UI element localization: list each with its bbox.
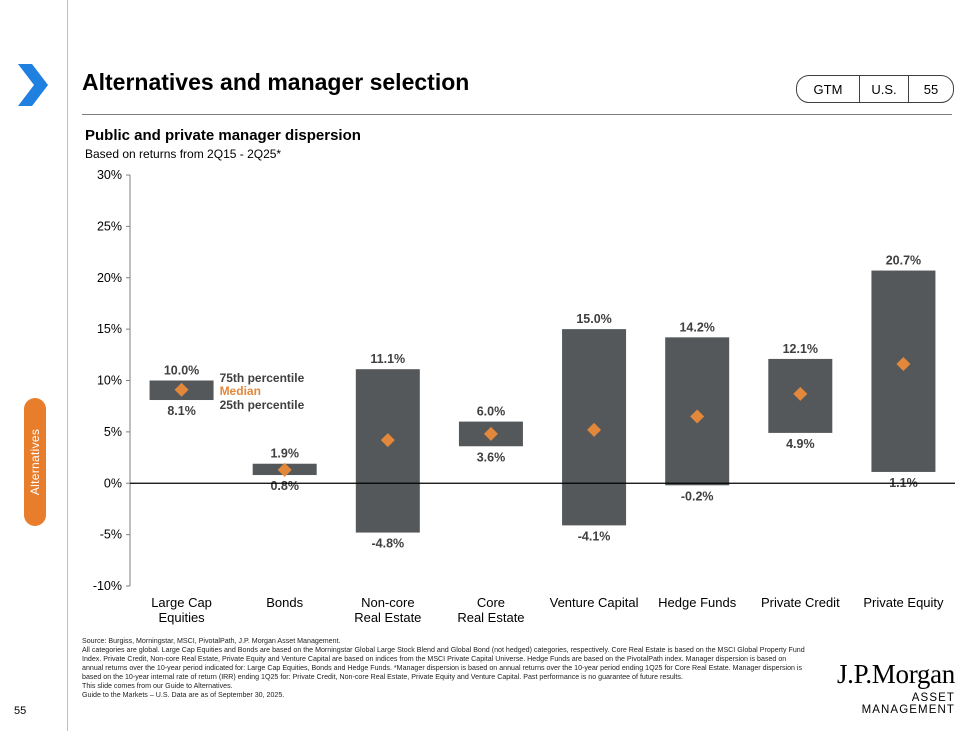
footnote-date: Guide to the Markets – U.S. Data are as … <box>82 691 285 699</box>
category-label: Real Estate <box>457 610 524 625</box>
y-tick-label: 20% <box>97 271 122 285</box>
bottom-value-label: 3.6% <box>477 450 506 464</box>
chart-subtitle: Based on returns from 2Q15 - 2Q25* <box>85 147 282 161</box>
category-label: Venture Capital <box>550 595 639 610</box>
category-label: Private Equity <box>863 595 944 610</box>
chart-title: Public and private manager dispersion <box>85 127 361 144</box>
category-label: Private Credit <box>761 595 840 610</box>
jpmorgan-logo: J.P.Morgan ASSET MANAGEMENT <box>820 660 955 716</box>
category-label: Core <box>477 595 505 610</box>
median-marker <box>793 386 808 401</box>
section-tab-alternatives[interactable]: Alternatives <box>24 398 46 526</box>
y-tick-label: 30% <box>97 168 122 182</box>
median-marker <box>587 422 602 437</box>
footnotes: Source: Burgiss, Morningstar, MSCI, Pivo… <box>82 637 807 700</box>
top-value-label: 14.2% <box>679 320 714 334</box>
y-tick-label: 0% <box>104 476 122 490</box>
median-marker <box>380 433 395 448</box>
dispersion-bar <box>355 369 420 533</box>
dispersion-bar <box>871 270 936 472</box>
badge-page: 55 <box>923 81 939 97</box>
category-label: Equities <box>158 610 205 625</box>
legend-75th-percentile: 75th percentile <box>220 371 305 385</box>
badge-gtm: GTM <box>797 76 860 102</box>
title-divider <box>82 114 952 115</box>
bottom-value-label: 0.8% <box>270 479 299 493</box>
badge-region: U.S. <box>860 76 909 102</box>
logo-tagline: ASSET MANAGEMENT <box>861 692 955 716</box>
left-margin-rule <box>67 0 68 731</box>
top-value-label: 20.7% <box>886 254 921 268</box>
y-tick-label: 15% <box>97 322 122 336</box>
category-label: Non-core <box>361 595 414 610</box>
bottom-value-label: 8.1% <box>167 404 196 418</box>
bottom-value-label: 4.9% <box>786 437 815 451</box>
y-tick-label: 25% <box>97 219 122 233</box>
y-tick-label: -10% <box>93 579 122 593</box>
page-number: 55 <box>14 705 27 717</box>
legend-median: Median <box>220 384 261 398</box>
top-value-label: 12.1% <box>783 342 818 356</box>
top-value-label: 10.0% <box>164 364 199 378</box>
legend-25th-percentile: 25th percentile <box>220 398 305 412</box>
category-label: Real Estate <box>354 610 421 625</box>
median-marker <box>483 426 498 441</box>
page-title: Alternatives and manager selection <box>82 69 470 95</box>
category-label: Large Cap <box>151 595 212 610</box>
top-value-label: 6.0% <box>477 405 506 419</box>
category-label: Bonds <box>266 595 303 610</box>
bottom-value-label: -0.2% <box>681 489 714 503</box>
y-tick-label: 10% <box>97 374 122 388</box>
chevron-right-icon <box>18 64 48 106</box>
median-marker <box>690 409 705 424</box>
top-value-label: 11.1% <box>370 352 405 366</box>
bottom-value-label: -4.1% <box>578 529 611 543</box>
top-value-label: 15.0% <box>576 312 611 326</box>
median-marker <box>277 462 292 477</box>
median-marker <box>896 357 911 372</box>
guide-badge: GTM U.S. 55 <box>796 75 954 103</box>
bottom-value-label: -4.8% <box>371 537 404 551</box>
footnote-source: Source: Burgiss, Morningstar, MSCI, Pivo… <box>82 637 341 645</box>
footnote-guide: This slide comes from our Guide to Alter… <box>82 682 233 690</box>
logo-wordmark: J.P.Morgan <box>836 659 955 689</box>
footnote-methodology: All categories are global. Large Cap Equ… <box>82 646 805 681</box>
y-tick-label: -5% <box>100 528 122 542</box>
y-tick-label: 5% <box>104 425 122 439</box>
category-label: Hedge Funds <box>658 595 737 610</box>
median-marker <box>174 382 189 397</box>
top-value-label: 1.9% <box>270 447 299 461</box>
